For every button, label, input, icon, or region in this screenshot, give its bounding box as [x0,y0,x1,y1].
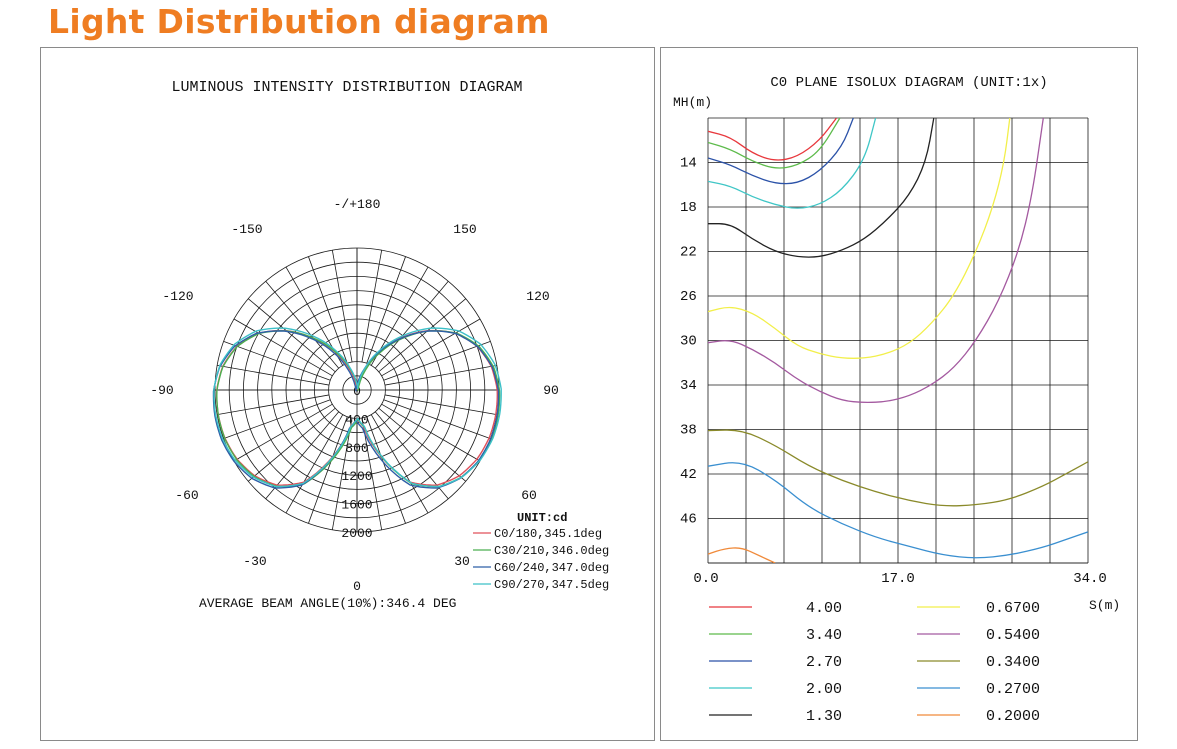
isolux-contour-line [708,118,935,258]
polar-grid-spoke [331,250,353,363]
isolux-legend-label: 1.30 [806,708,842,725]
isolux-y-tick: 42 [680,467,697,483]
polar-chart: LUMINOUS INTENSITY DISTRIBUTION DIAGRAM -… [150,79,609,611]
polar-grid-spoke [217,394,330,416]
polar-angle-label: -90 [150,383,173,398]
isolux-legend-label: 0.6700 [986,600,1040,617]
isolux-chart: C0 PLANE ISOLUX DIAGRAM (UNIT:1x) MH(m) 14… [673,75,1120,725]
polar-angle-label: 0 [353,579,361,594]
polar-grid-spoke [374,280,449,369]
polar-grid-spoke [223,399,331,439]
polar-legend-label: C30/210,346.0deg [494,544,609,558]
isolux-legend-label: 0.2700 [986,681,1040,698]
polar-series-line [213,327,502,488]
polar-angle-label: 30 [454,554,470,569]
polar-grid-spoke [265,411,340,500]
isolux-x-tick: 34.0 [1073,571,1107,587]
isolux-y-tick: 18 [680,200,697,216]
isolux-contour-line [708,118,854,185]
isolux-y-tick: 22 [680,245,697,261]
isolux-contour-line [708,118,877,209]
isolux-diagram-panel: C0 PLANE ISOLUX DIAGRAM (UNIT:1x) MH(m) 14… [660,47,1138,741]
isolux-y-tick: 26 [680,289,697,305]
polar-angle-label: -120 [162,289,193,304]
isolux-xlabel: S(m) [1089,598,1120,613]
polar-grid-spoke [381,318,481,377]
polar-diagram-panel: LUMINOUS INTENSITY DISTRIBUTION DIAGRAM -… [40,47,655,741]
isolux-contour-line [708,118,841,169]
isolux-contour-line [708,118,1011,359]
polar-grid-spoke [233,403,333,462]
isolux-y-tick: 46 [680,512,697,528]
isolux-legend-label: 2.70 [806,654,842,671]
polar-grid-spoke [247,407,336,482]
polar-legend-label: C90/270,347.5deg [494,578,609,592]
polar-legend-label: C60/240,347.0deg [494,561,609,575]
polar-radial-label: 0 [353,384,361,399]
polar-grid-spoke [217,364,330,386]
page-title: Light Distribution diagram [48,2,550,41]
polar-angle-label: 150 [453,222,476,237]
polar-angle-label: 90 [543,383,559,398]
isolux-contour-line [708,118,838,161]
polar-title: LUMINOUS INTENSITY DISTRIBUTION DIAGRAM [171,79,522,96]
polar-grid-spoke [366,416,406,524]
polar-grid-spoke [370,414,429,514]
polar-grid-spoke [384,364,497,386]
polar-grid-spoke [383,341,491,381]
isolux-contour-line [708,118,1044,404]
isolux-y-tick: 38 [680,423,697,439]
polar-grid-spoke [366,256,406,364]
polar-footer: AVERAGE BEAM ANGLE(10%):346.4 DEG [199,596,456,611]
isolux-contour-line [708,429,1088,507]
polar-grid-spoke [265,280,340,369]
isolux-y-tick: 30 [680,334,697,350]
polar-angle-label: 120 [526,289,549,304]
polar-grid-spoke [374,411,449,500]
polar-radial-label: 2000 [341,526,372,541]
polar-angle-label: -60 [175,488,198,503]
isolux-legend-label: 4.00 [806,600,842,617]
isolux-legend-label: 3.40 [806,627,842,644]
isolux-ylabel: MH(m) [673,95,712,110]
isolux-legend-label: 0.5400 [986,627,1040,644]
polar-angle-label: 60 [521,488,537,503]
polar-grid-spoke [285,414,344,514]
polar-grid-spoke [308,416,348,524]
polar-angle-label: -150 [231,222,262,237]
polar-grid-spoke [383,399,491,439]
polar-grid-spoke [233,318,333,377]
polar-grid-spoke [378,407,467,482]
polar-grid-spoke [361,417,383,530]
isolux-title: C0 PLANE ISOLUX DIAGRAM (UNIT:1x) [770,75,1047,91]
isolux-y-tick: 34 [680,378,697,394]
isolux-contour-line [708,462,1088,559]
polar-grid-spoke [308,256,348,364]
polar-radial-label: 800 [345,441,368,456]
isolux-legend-label: 2.00 [806,681,842,698]
polar-angle-label: -30 [243,554,266,569]
polar-grid-spoke [378,298,467,373]
polar-series-line [212,330,500,489]
isolux-y-tick: 14 [680,156,697,172]
polar-angle-label: -/+180 [334,197,381,212]
isolux-x-tick: 17.0 [881,571,915,587]
isolux-contour-line [708,547,776,563]
polar-radial-label: 1200 [341,469,372,484]
polar-grid-spoke [381,403,481,462]
polar-grid-spoke [361,250,383,363]
polar-unit-label: UNIT:cd [517,511,567,525]
polar-grid-spoke [247,298,336,373]
isolux-x-tick: 0.0 [693,571,718,587]
polar-legend-label: C0/180,345.1deg [494,527,602,541]
polar-grid-spoke [223,341,331,381]
polar-radial-label: 1600 [341,498,372,513]
polar-grid-spoke [384,394,497,416]
isolux-legend-label: 0.2000 [986,708,1040,725]
polar-grid-spoke [331,417,353,530]
isolux-legend-label: 0.3400 [986,654,1040,671]
